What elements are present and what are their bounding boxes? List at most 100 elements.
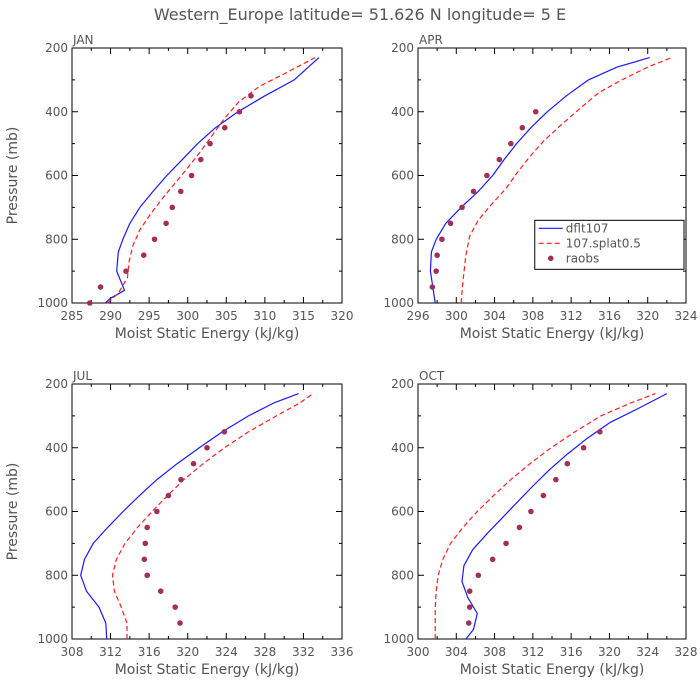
raobs-point: [475, 572, 482, 579]
raobs-point: [459, 204, 465, 211]
x-tick-label: 320: [598, 645, 621, 659]
x-tick-label: 320: [636, 309, 659, 323]
y-tick-label: 400: [45, 105, 68, 119]
raobs-point: [503, 540, 509, 547]
x-tick-label: 290: [99, 309, 122, 323]
x-tick-label: 312: [99, 645, 122, 659]
raobs-point: [140, 252, 147, 258]
x-axis-label: Moist Static Energy (kJ/kg): [115, 662, 300, 678]
raobs-point: [169, 204, 176, 211]
x-tick-label: 324: [675, 309, 698, 323]
y-tick-label: 200: [45, 377, 68, 391]
raobs-point: [489, 556, 496, 563]
raobs-point: [221, 429, 228, 435]
legend-label: dflt107: [566, 221, 609, 235]
y-tick-label: 200: [391, 377, 414, 391]
figure-title: Western_Europe latitude= 51.626 N longit…: [154, 5, 566, 25]
y-tick-label: 800: [391, 568, 414, 582]
series-line-dflt: [80, 393, 299, 640]
raobs-point: [144, 572, 151, 579]
y-tick-label: 800: [391, 232, 414, 246]
y-tick-label: 1000: [383, 632, 414, 646]
raobs-point: [97, 284, 104, 290]
raobs-point: [142, 540, 149, 547]
y-tick-label: 800: [45, 568, 68, 582]
panel-label-oct: OCT: [419, 369, 445, 383]
raobs-point: [236, 108, 243, 115]
raobs-point: [580, 444, 587, 451]
raobs-point: [163, 220, 169, 227]
raobs-point: [165, 492, 172, 499]
x-tick-label: 328: [253, 645, 276, 659]
series-line-dflt: [429, 57, 650, 304]
y-axis-label: Pressure (mb): [5, 127, 21, 225]
plot-frame-jul: [71, 383, 343, 640]
legend-label: raobs: [566, 251, 600, 265]
raobs-point: [204, 444, 210, 451]
y-tick-label: 400: [391, 441, 414, 455]
raobs-point: [429, 284, 436, 290]
series-raobs: [141, 429, 228, 626]
raobs-point: [144, 524, 151, 531]
y-tick-label: 1000: [37, 296, 68, 310]
x-tick-label: 336: [331, 645, 354, 659]
raobs-point: [466, 588, 473, 594]
y-tick-label: 600: [391, 505, 414, 519]
x-tick-label: 304: [483, 309, 506, 323]
x-tick-label: 312: [521, 645, 544, 659]
y-tick-label: 1000: [37, 632, 68, 646]
raobs-point: [540, 492, 547, 499]
series-raobs: [465, 429, 603, 626]
plot-frame-jan: [71, 47, 343, 304]
y-tick-label: 800: [45, 232, 68, 246]
raobs-point: [484, 172, 490, 179]
x-tick-label: 316: [598, 309, 621, 323]
y-tick-label: 400: [45, 441, 68, 455]
raobs-point: [177, 620, 183, 626]
x-tick-label: 320: [331, 309, 354, 323]
raobs-point: [190, 460, 197, 467]
panels: 285 290 295 300 305 310 315 320 200 400 600 800 1000…: [5, 33, 697, 678]
x-tick-label: 308: [521, 309, 544, 323]
x-tick-label: 332: [292, 645, 315, 659]
panel-label-jan: JAN: [72, 33, 94, 47]
y-tick-label: 600: [45, 169, 68, 183]
x-tick-label: 295: [138, 309, 161, 323]
series-line-dflt: [104, 57, 320, 304]
raobs-point: [597, 429, 603, 435]
x-tick-label: 300: [407, 645, 430, 659]
x-axis-label: Moist Static Energy (kJ/kg): [115, 326, 300, 342]
raobs-point: [496, 156, 503, 163]
raobs-point: [248, 93, 254, 99]
x-tick-label: 315: [292, 309, 315, 323]
series-line-dflt: [461, 393, 668, 640]
x-tick-label: 316: [138, 645, 161, 659]
y-tick-label: 200: [45, 41, 68, 55]
x-tick-label: 312: [560, 309, 583, 323]
series-raobs: [429, 108, 539, 290]
x-tick-label: 285: [61, 309, 84, 323]
raobs-point: [141, 556, 148, 563]
panel-label-apr: APR: [419, 33, 443, 47]
x-axis-label: Moist Static Energy (kJ/kg): [460, 662, 645, 678]
legend-label: 107.splat0.5: [566, 236, 641, 250]
panel-label-jul: JUL: [72, 369, 92, 383]
raobs-point: [172, 604, 178, 610]
raobs-point: [532, 108, 539, 115]
x-tick-label: 308: [61, 645, 84, 659]
x-tick-label: 296: [407, 309, 430, 323]
panel-jul: 308 312 316 320 324 328 332 336 200 400 600 800 1000…: [5, 369, 353, 678]
raobs-point: [151, 236, 158, 243]
x-tick-label: 304: [445, 645, 468, 659]
raobs-point: [439, 236, 445, 243]
raobs-point: [465, 620, 472, 626]
panel-apr: 296 300 304 308 312 316 320 324 200 400 600 800 1000…: [383, 33, 697, 342]
raobs-point: [221, 124, 228, 131]
x-tick-label: 308: [483, 645, 506, 659]
raobs-point: [154, 508, 160, 515]
raobs-point: [553, 476, 559, 483]
legend-marker-raobs: [547, 255, 554, 262]
raobs-point: [123, 268, 129, 274]
y-tick-label: 600: [45, 505, 68, 519]
